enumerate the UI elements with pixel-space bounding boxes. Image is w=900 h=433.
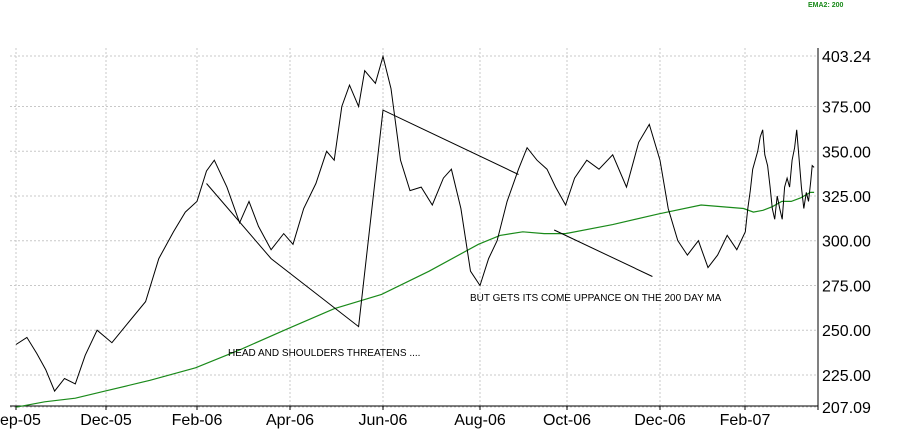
price-line bbox=[15, 54, 815, 393]
y-axis-ticks: 403.24 375.00 350.00 325.00 300.00 275.00 250.… bbox=[822, 49, 871, 417]
y-tick-label: 325.00 bbox=[822, 189, 871, 206]
ema-200-line bbox=[15, 191, 815, 408]
y-tick-label: 207.09 bbox=[822, 400, 871, 417]
y-tick-label: 300.00 bbox=[822, 234, 871, 251]
grid bbox=[10, 48, 818, 408]
x-tick-label: Feb-07 bbox=[720, 412, 771, 429]
annotation-line-0 bbox=[206, 109, 519, 328]
x-tick-label: ep-05 bbox=[0, 412, 41, 429]
y-tick-label: 250.00 bbox=[822, 323, 871, 340]
annotation-head-and-shoulders: HEAD AND SHOULDERS THREATENS .... bbox=[228, 348, 420, 359]
y-tick-label: 225.00 bbox=[822, 368, 871, 385]
x-tick-label: Aug-06 bbox=[454, 412, 506, 429]
annotation-lines bbox=[206, 109, 653, 328]
x-tick-label: Dec-05 bbox=[80, 412, 132, 429]
x-tick-label: Dec-06 bbox=[634, 412, 686, 429]
y-tick-label: 375.00 bbox=[822, 100, 871, 117]
y-tick-label: 350.00 bbox=[822, 144, 871, 161]
grid-horizontal bbox=[10, 55, 818, 408]
annotation-line-1 bbox=[553, 229, 653, 277]
y-tick-label: 275.00 bbox=[822, 278, 871, 295]
x-tick-label: Jun-06 bbox=[359, 412, 408, 429]
y-tick-label: 403.24 bbox=[822, 49, 871, 66]
x-axis-ticks: ep-05 Dec-05 Feb-06 Apr-06 Jun-06 Aug-06 Oct-0… bbox=[0, 406, 770, 429]
legend-ema: EMA2: 200 bbox=[808, 2, 844, 9]
x-tick-label: Apr-06 bbox=[266, 412, 314, 429]
x-tick-label: Oct-06 bbox=[543, 412, 591, 429]
annotation-ema-support: BUT GETS ITS COME UPPANCE ON THE 200 DAY… bbox=[470, 293, 722, 304]
x-tick-label: Feb-06 bbox=[172, 412, 223, 429]
